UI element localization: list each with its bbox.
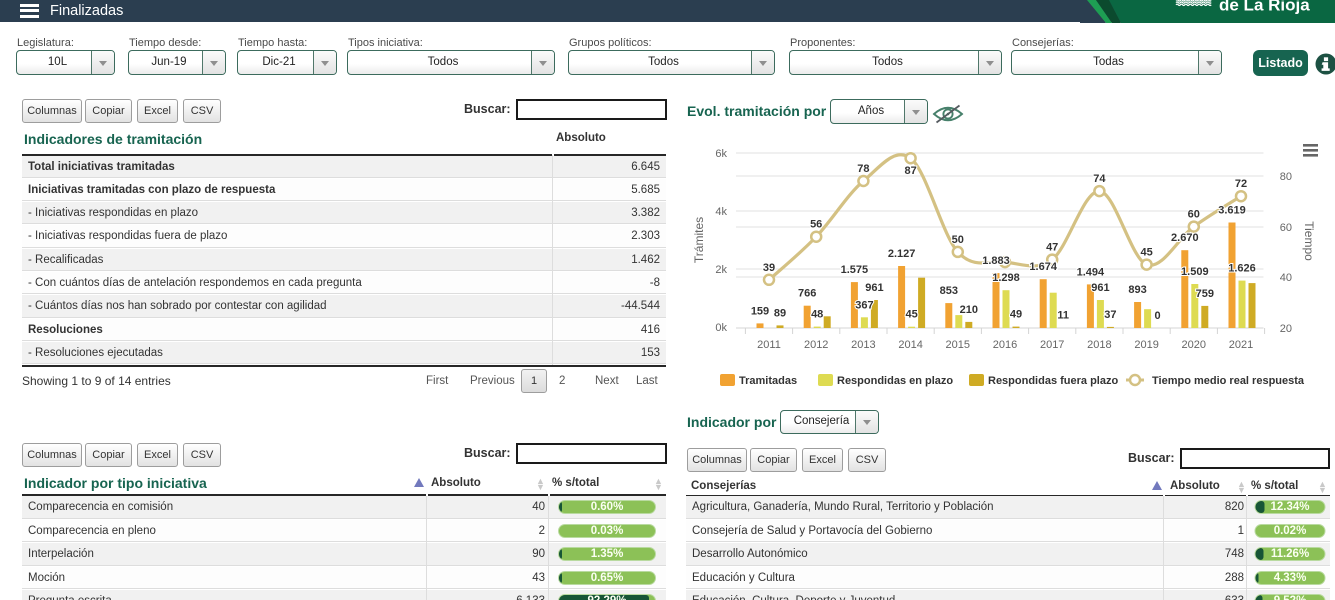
svg-text:60: 60 [1188, 209, 1200, 221]
svg-text:2014: 2014 [898, 339, 922, 351]
svg-text:1.298: 1.298 [992, 272, 1020, 284]
svg-text:2013: 2013 [851, 339, 875, 351]
svg-text:50: 50 [952, 234, 964, 246]
svg-text:2015: 2015 [946, 339, 970, 351]
svg-text:78: 78 [857, 163, 869, 175]
svg-text:72: 72 [1235, 178, 1247, 190]
svg-text:1.883: 1.883 [982, 255, 1010, 267]
svg-text:2.670: 2.670 [1171, 232, 1199, 244]
svg-text:3.619: 3.619 [1218, 205, 1246, 217]
svg-text:45: 45 [1140, 247, 1152, 259]
svg-text:2011: 2011 [757, 339, 781, 351]
svg-text:89: 89 [774, 307, 786, 319]
svg-text:6k: 6k [715, 148, 727, 160]
svg-text:2.127: 2.127 [888, 248, 916, 260]
svg-text:47: 47 [1046, 242, 1058, 254]
svg-text:45: 45 [905, 309, 917, 321]
svg-text:1.494: 1.494 [1077, 266, 1105, 278]
svg-text:2018: 2018 [1087, 339, 1111, 351]
svg-text:1.509: 1.509 [1181, 266, 1209, 278]
svg-text:4k: 4k [715, 206, 727, 218]
svg-text:60: 60 [1280, 222, 1292, 234]
svg-text:2020: 2020 [1182, 339, 1206, 351]
svg-text:Respondidas fuera plazo: Respondidas fuera plazo [988, 375, 1118, 387]
svg-text:1.575: 1.575 [841, 264, 869, 276]
svg-text:2017: 2017 [1040, 339, 1064, 351]
svg-text:0: 0 [1155, 310, 1161, 322]
svg-text:74: 74 [1093, 173, 1106, 185]
svg-text:39: 39 [763, 262, 775, 274]
svg-text:49: 49 [1010, 309, 1022, 321]
svg-text:961: 961 [1091, 282, 1109, 294]
svg-text:80: 80 [1280, 171, 1292, 183]
svg-text:Tiempo: Tiempo [1302, 221, 1316, 261]
svg-text:759: 759 [1196, 288, 1214, 300]
svg-text:1.626: 1.626 [1228, 263, 1256, 275]
svg-text:2016: 2016 [993, 339, 1017, 351]
svg-text:37: 37 [1104, 309, 1116, 321]
svg-text:40: 40 [1280, 272, 1292, 284]
svg-text:766: 766 [798, 288, 816, 300]
svg-text:2021: 2021 [1229, 339, 1253, 351]
svg-text:56: 56 [810, 219, 822, 231]
svg-text:2012: 2012 [804, 339, 828, 351]
svg-text:Respondidas en plazo: Respondidas en plazo [837, 375, 953, 387]
svg-text:2k: 2k [715, 264, 727, 276]
svg-text:893: 893 [1128, 284, 1146, 296]
svg-text:961: 961 [865, 282, 883, 294]
svg-text:159: 159 [751, 305, 769, 317]
svg-text:48: 48 [811, 309, 823, 321]
svg-text:Trámites: Trámites [692, 217, 706, 263]
svg-text:2019: 2019 [1134, 339, 1158, 351]
svg-text:853: 853 [940, 285, 958, 297]
svg-text:210: 210 [960, 304, 978, 316]
svg-text:de La Rioja: de La Rioja [1219, 0, 1310, 15]
svg-text:1.674: 1.674 [1029, 261, 1057, 273]
svg-text:11: 11 [1057, 310, 1069, 322]
svg-text:Tiempo medio real respuesta: Tiempo medio real respuesta [1152, 375, 1305, 387]
svg-text:367: 367 [855, 299, 873, 311]
svg-text:87: 87 [904, 165, 916, 177]
svg-text:Tramitadas: Tramitadas [739, 375, 797, 387]
svg-text:0k: 0k [715, 322, 727, 334]
svg-text:20: 20 [1280, 323, 1292, 335]
